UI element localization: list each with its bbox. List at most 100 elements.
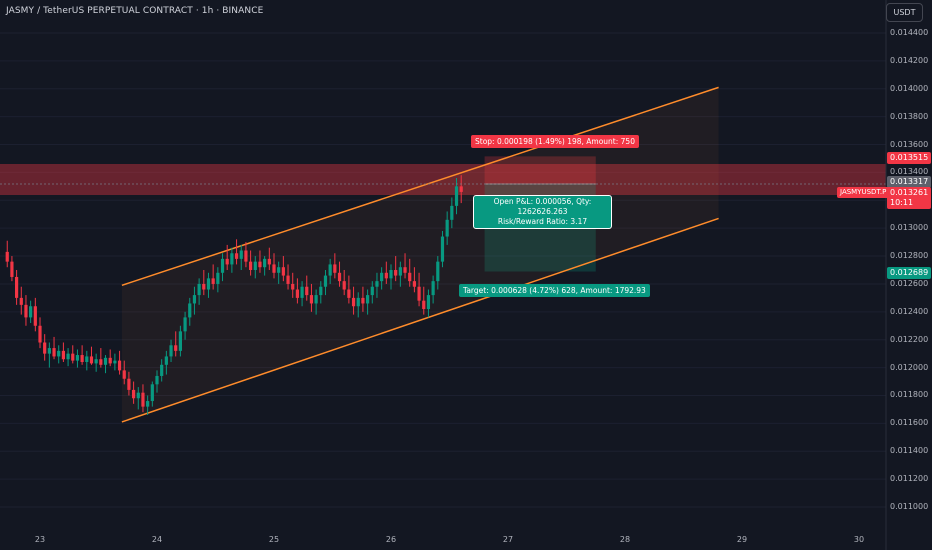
candle-body bbox=[71, 353, 75, 361]
candle-body bbox=[29, 306, 33, 318]
candle-body bbox=[113, 360, 117, 364]
candle-body bbox=[323, 275, 328, 287]
symbol-tag: JASMYUSDT.P bbox=[837, 187, 890, 198]
candle-body bbox=[188, 303, 192, 318]
candle-body bbox=[347, 289, 351, 298]
candle-body bbox=[178, 331, 182, 351]
price-tick: 0.012200 bbox=[890, 334, 929, 344]
candle-body bbox=[454, 186, 459, 206]
candle-body bbox=[99, 359, 103, 365]
price-tick: 0.014200 bbox=[890, 55, 929, 65]
candle-body bbox=[380, 272, 384, 282]
candle-body bbox=[220, 258, 225, 273]
symbol-price-label: 0.013261 10:11 bbox=[887, 187, 932, 209]
candle-body bbox=[103, 357, 108, 365]
candle-body bbox=[389, 270, 393, 279]
candle-body bbox=[333, 264, 337, 273]
candle-body bbox=[5, 251, 9, 262]
candle-body bbox=[281, 267, 285, 276]
grid bbox=[0, 32, 886, 508]
candle-body bbox=[117, 360, 122, 371]
candle-body bbox=[155, 375, 159, 385]
candle-body bbox=[146, 401, 150, 407]
candle-body bbox=[197, 283, 201, 296]
candle-body bbox=[15, 276, 19, 298]
candle-body bbox=[122, 370, 126, 379]
price-tick: 0.011600 bbox=[890, 418, 929, 428]
price-tick: 0.011400 bbox=[890, 446, 929, 456]
candle-body bbox=[267, 258, 271, 265]
price-tick: 0.012600 bbox=[890, 278, 929, 288]
candle-body bbox=[19, 297, 23, 305]
candle-body bbox=[127, 378, 131, 390]
time-tick: 24 bbox=[151, 535, 163, 544]
candle-body bbox=[337, 272, 342, 282]
candle-body bbox=[230, 253, 234, 265]
candle-body bbox=[384, 272, 388, 279]
candle-body bbox=[89, 356, 94, 364]
candle-body bbox=[342, 281, 346, 290]
candle-body bbox=[319, 286, 323, 296]
candle-body bbox=[52, 348, 56, 357]
current-price-label: 0.013317 bbox=[887, 176, 932, 188]
target-tooltip: Target: 0.000628 (4.72%) 628, Amount: 17… bbox=[459, 284, 650, 297]
candle-body bbox=[459, 186, 463, 192]
position-stop-area bbox=[484, 156, 596, 184]
price-tick: 0.012000 bbox=[890, 362, 929, 372]
candle-body bbox=[361, 297, 365, 304]
open-pnl-box: Open P&L: 0.000056, Qty: 1262626.263 Ris… bbox=[473, 195, 612, 229]
price-tick: 0.013400 bbox=[890, 167, 929, 177]
price-tick: 0.011000 bbox=[890, 502, 929, 511]
candle-body bbox=[450, 205, 454, 220]
channel-fill bbox=[121, 87, 719, 422]
candle-body bbox=[150, 384, 154, 402]
candle-body bbox=[426, 295, 431, 310]
candle-body bbox=[314, 295, 318, 304]
candle-body bbox=[366, 295, 370, 304]
pnl-line: Open P&L: 0.000056, Qty: 1262626.263 bbox=[493, 197, 592, 216]
stop-tooltip: Stop: 0.000198 (1.49%) 198, Amount: 750 bbox=[471, 135, 639, 148]
candle-body bbox=[174, 345, 178, 351]
candle-body bbox=[403, 267, 407, 273]
candles bbox=[5, 175, 463, 415]
candle-body bbox=[206, 278, 211, 290]
candle-body bbox=[249, 261, 253, 270]
candle-body bbox=[234, 253, 239, 259]
price-tick: 0.014000 bbox=[890, 83, 929, 93]
candle-body bbox=[412, 281, 416, 287]
time-tick: 25 bbox=[268, 535, 280, 544]
time-tick: 23 bbox=[34, 535, 46, 544]
candle-body bbox=[431, 281, 435, 296]
candle-body bbox=[160, 364, 164, 376]
candle-body bbox=[169, 345, 173, 357]
candle-body bbox=[417, 286, 421, 301]
candle-body bbox=[66, 353, 70, 360]
candle-body bbox=[61, 350, 65, 360]
time-tick: 30 bbox=[853, 535, 865, 544]
price-tick: 0.013000 bbox=[890, 223, 929, 233]
price-tick: 0.013600 bbox=[890, 139, 929, 149]
currency-button[interactable]: USDT bbox=[886, 3, 923, 22]
candle-body bbox=[24, 304, 28, 318]
candle-body bbox=[244, 250, 248, 262]
candle-body bbox=[356, 297, 360, 307]
candle-body bbox=[33, 306, 37, 326]
symbol-price-value: 0.013261 bbox=[890, 188, 929, 197]
candle-body bbox=[211, 278, 215, 284]
candle-body bbox=[202, 283, 206, 290]
candle-body bbox=[239, 250, 243, 259]
price-tick: 0.012800 bbox=[890, 251, 929, 261]
channel-lower-line bbox=[121, 217, 719, 423]
candle-body bbox=[263, 258, 267, 268]
chart-title: JASMY / TetherUS PERPETUAL CONTRACT · 1h… bbox=[6, 6, 264, 16]
candle-body bbox=[295, 289, 299, 298]
candle-body bbox=[183, 317, 187, 332]
candle-body bbox=[136, 392, 140, 399]
candle-body bbox=[440, 236, 445, 262]
candle-body bbox=[370, 286, 374, 296]
price-tick: 0.011200 bbox=[890, 474, 929, 484]
candle-body bbox=[300, 286, 304, 298]
candle-body bbox=[375, 281, 379, 287]
price-tick: 0.013800 bbox=[890, 111, 929, 121]
